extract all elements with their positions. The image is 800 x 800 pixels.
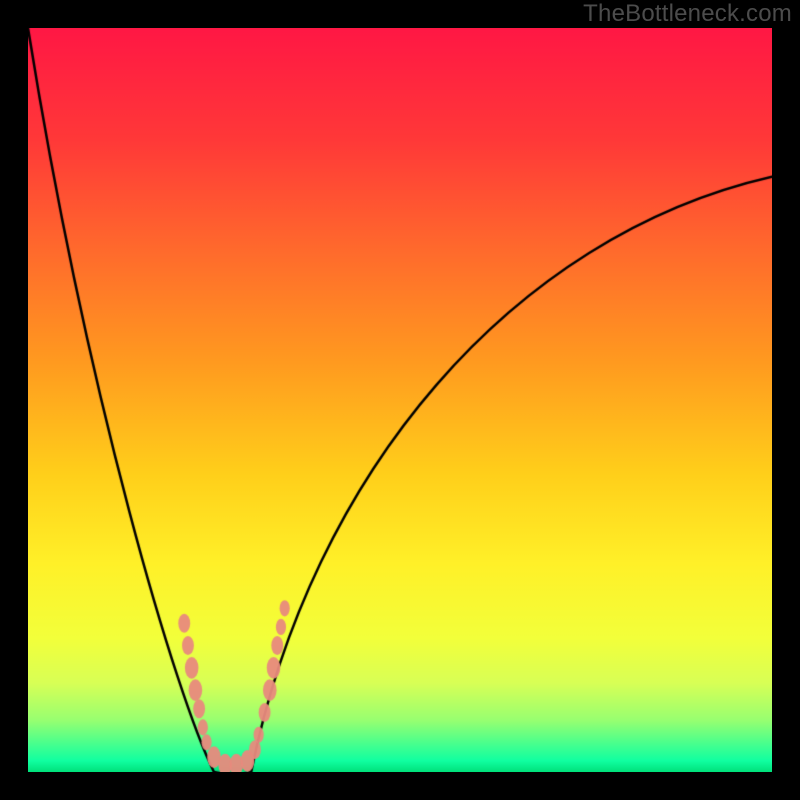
- plot-area: [28, 28, 772, 772]
- watermark-label: TheBottleneck.com: [583, 0, 792, 28]
- bottleneck-curve: [28, 28, 772, 772]
- chart-stage: TheBottleneck.com: [0, 0, 800, 800]
